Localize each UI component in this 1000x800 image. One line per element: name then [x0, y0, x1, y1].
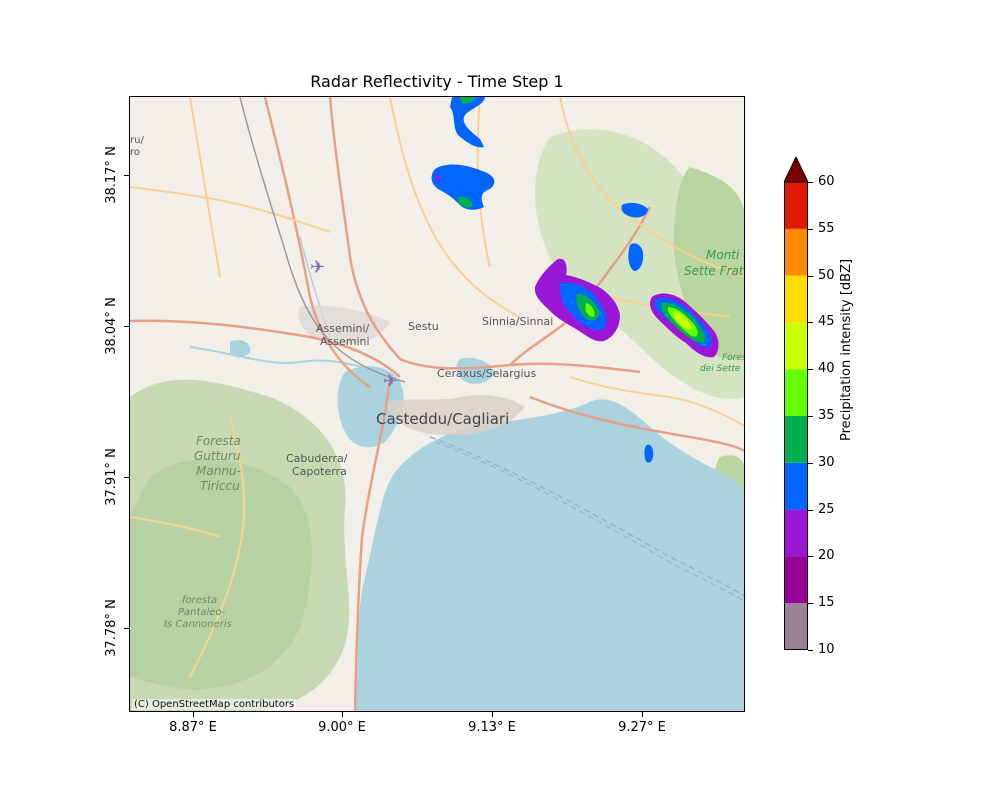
label-cabuderra: Cabuderra/Capoterra	[286, 452, 348, 478]
sea	[355, 399, 744, 711]
lagoon	[337, 366, 404, 448]
colorbar-tick-label: 45	[818, 314, 835, 330]
map-attribution: (C) OpenStreetMap contributors	[132, 699, 297, 710]
colorbar-tick-label: 30	[818, 454, 835, 470]
railway	[239, 97, 406, 383]
lake-north	[230, 340, 251, 358]
colorbar	[784, 157, 808, 650]
ferry-route-2	[434, 441, 744, 602]
echo-cell-east-small	[628, 243, 644, 271]
colorbar-tick-label: 15	[818, 595, 835, 611]
colorbar-bin	[784, 416, 808, 463]
label-foresta-sette: Forestadei Sette	[700, 353, 745, 374]
echo-cell-top	[450, 97, 485, 148]
label-assemini: Assemini/Assemini	[316, 322, 370, 348]
label-ceraxus: Ceraxus/Selargius	[437, 367, 537, 380]
colorbar-tick-label: 55	[818, 220, 835, 236]
colorbar-tick-label: 25	[818, 501, 835, 517]
colorbar-label: Precipitation intensity [dBZ]	[839, 259, 854, 441]
colorbar-tick-label: 20	[818, 548, 835, 564]
colorbar-extend-triangle	[784, 157, 808, 183]
colorbar-tick-label: 60	[818, 174, 835, 189]
colorbar-bin	[784, 603, 808, 650]
airport-icon: ✈	[310, 257, 325, 278]
colorbar-bin	[784, 509, 808, 557]
colorbar-label-wrap: Precipitation intensity [dBZ]	[839, 259, 854, 441]
x-tick-label: 8.87° E	[169, 720, 217, 735]
colorbar-tick-label: 40	[818, 361, 835, 377]
colorbar-bin	[784, 182, 808, 229]
lagoon-small	[456, 357, 495, 384]
colorbar-tick-label: 10	[818, 642, 835, 657]
urban-cagliari	[385, 395, 525, 435]
colorbar-bin	[784, 275, 808, 323]
colorbar-border	[784, 181, 808, 650]
echo-cell-south	[644, 444, 654, 463]
label-foresta-gutturu: Foresta Gutturu Mannu-Tiriccu	[194, 434, 241, 493]
x-tick-label: 9.27° E	[618, 720, 666, 735]
y-tick-label: 37.91° N	[104, 448, 119, 506]
basemap: ✈ ✈ Assemini/Assemini Sestu Sinnia/Sinna…	[130, 97, 745, 711]
label-monti-sette: Monti deSette Frate	[684, 248, 745, 278]
ferry-route	[429, 436, 744, 597]
airport-icon-2: ✈	[383, 371, 398, 392]
colorbar-bin	[784, 322, 808, 370]
colorbar-bin	[784, 228, 808, 276]
colorbar-bin	[784, 369, 808, 416]
place-labels: Assemini/Assemini Sestu Sinnia/Sinnai Ce…	[130, 135, 745, 630]
colorbar-bin	[784, 556, 808, 604]
label-sinnia: Sinnia/Sinnai	[482, 315, 553, 328]
echo-cell-north	[431, 164, 495, 210]
y-tick-label: 37.78° N	[104, 599, 119, 657]
x-tick-label: 9.00° E	[318, 720, 366, 735]
colorbar-tick-label: 50	[818, 267, 835, 283]
label-foresta-pantaleo: foresta Pantaleo-Is Cannoneris	[164, 595, 232, 630]
colorbar-bin	[784, 462, 808, 510]
figure-title: Radar Reflectivity - Time Step 1	[310, 72, 564, 91]
radar-echoes	[431, 97, 719, 463]
y-tick-label: 38.04° N	[104, 297, 119, 355]
forest-west-inner	[130, 458, 312, 690]
river	[189, 346, 391, 378]
y-tick-labels: 38.17° N 38.04° N 37.91° N 37.78° N	[104, 146, 119, 657]
y-tick-label: 38.17° N	[104, 146, 119, 204]
map-panel[interactable]: ✈ ✈ Assemini/Assemini Sestu Sinnia/Sinna…	[129, 96, 745, 712]
label-sestu: Sestu	[408, 320, 439, 333]
colorbar-tick-label: 35	[818, 408, 835, 423]
x-tick-label: 9.13° E	[468, 720, 516, 735]
label-cagliari: Casteddu/Cagliari	[376, 410, 509, 428]
echo-cell-ne	[621, 202, 648, 218]
urban-north	[298, 305, 390, 344]
label-edge-nw: ru/ro	[130, 135, 144, 158]
major-roads	[130, 97, 744, 711]
